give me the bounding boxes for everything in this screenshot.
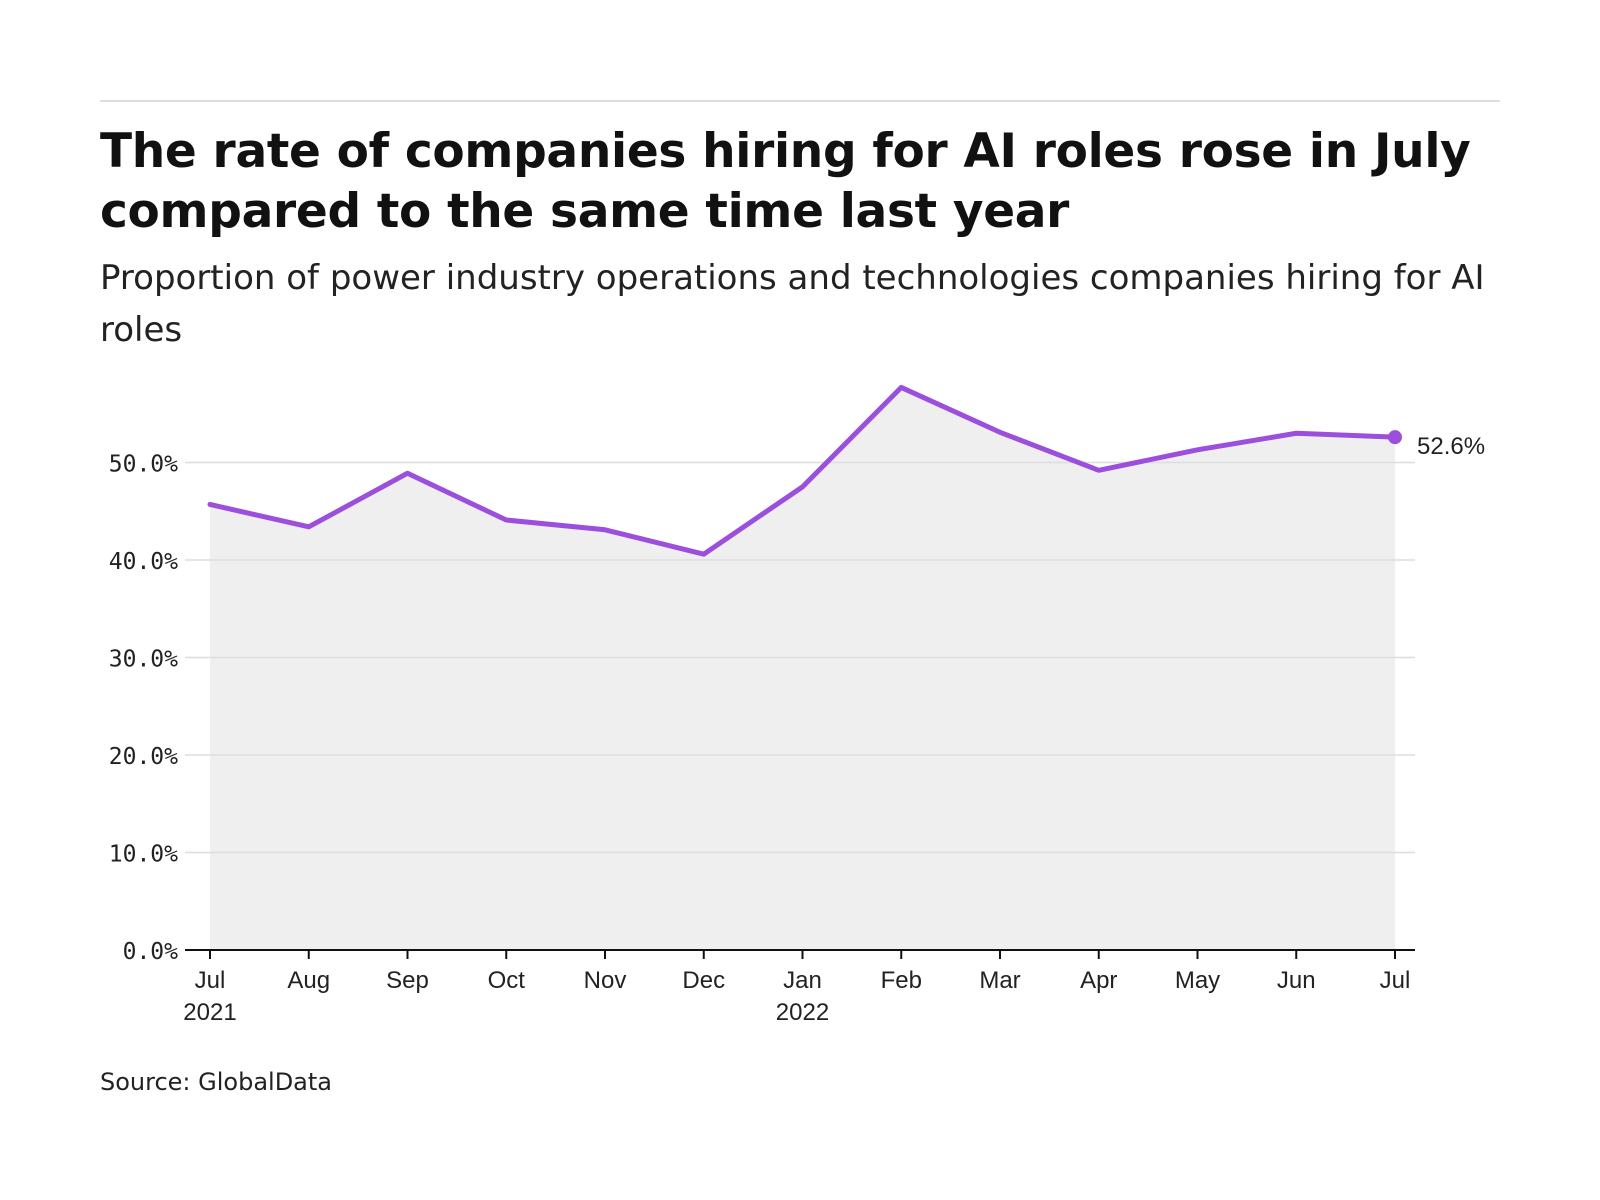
x-tick-label: Mar (979, 967, 1020, 994)
x-tick-label: May (1175, 967, 1220, 994)
x-tick-label: Dec (682, 967, 725, 994)
y-tick-label: 20.0% (109, 744, 178, 770)
y-tick-label: 0.0% (123, 939, 179, 965)
series-line (207, 384, 1398, 557)
y-tick-label: 40.0% (109, 549, 178, 575)
y-tick-label: 30.0% (109, 647, 178, 673)
chart-subtitle: Proportion of power industry operations … (100, 258, 1485, 350)
x-tick-label: Sep (386, 967, 429, 994)
area-fill (210, 387, 1395, 950)
x-tick-label: Jun (1277, 967, 1316, 994)
x-tick-year-label: 2021 (183, 999, 236, 1026)
source-note: Source: GlobalData (100, 1068, 333, 1096)
data-point (1388, 430, 1402, 445)
x-tick-label: Jul (195, 967, 226, 994)
x-tick-label: Nov (584, 967, 627, 994)
top-divider (100, 100, 1500, 102)
x-tick-label: Jul (1380, 967, 1411, 994)
x-tick-label: Jan (783, 967, 822, 994)
x-tick-label: Oct (488, 967, 526, 994)
x-tick-label: Apr (1080, 967, 1117, 994)
x-tick-year-label: 2022 (776, 999, 829, 1026)
y-tick-label: 10.0% (109, 842, 178, 868)
y-tick-label: 50.0% (109, 452, 178, 478)
x-tick-label: Aug (287, 967, 330, 994)
chart-title: The rate of companies hiring for AI role… (100, 124, 1471, 239)
end-value-label: 52.6% (1417, 433, 1485, 460)
x-tick-label: Feb (881, 967, 922, 994)
